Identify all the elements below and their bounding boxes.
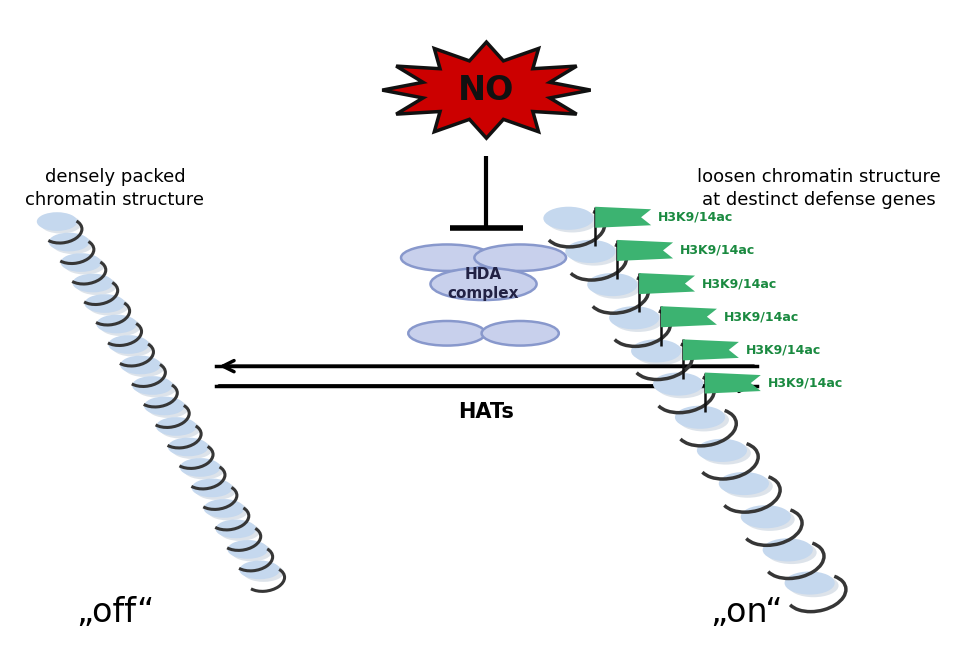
Ellipse shape bbox=[97, 315, 136, 333]
Polygon shape bbox=[661, 306, 717, 327]
Ellipse shape bbox=[204, 499, 244, 517]
Ellipse shape bbox=[231, 543, 272, 562]
Ellipse shape bbox=[401, 244, 492, 271]
Ellipse shape bbox=[179, 458, 220, 477]
Ellipse shape bbox=[168, 438, 209, 456]
Ellipse shape bbox=[172, 440, 213, 459]
Ellipse shape bbox=[72, 274, 113, 292]
Ellipse shape bbox=[701, 442, 751, 465]
Ellipse shape bbox=[196, 481, 236, 500]
Text: NO: NO bbox=[458, 74, 515, 107]
Ellipse shape bbox=[112, 338, 153, 356]
Text: H3K9/14ac: H3K9/14ac bbox=[658, 211, 733, 224]
Ellipse shape bbox=[762, 539, 813, 562]
Polygon shape bbox=[639, 273, 695, 294]
Ellipse shape bbox=[156, 417, 197, 436]
Polygon shape bbox=[705, 372, 760, 393]
Ellipse shape bbox=[482, 321, 559, 346]
Polygon shape bbox=[617, 240, 673, 261]
Ellipse shape bbox=[613, 309, 663, 332]
Text: H3K9/14ac: H3K9/14ac bbox=[702, 277, 777, 290]
Ellipse shape bbox=[766, 541, 817, 564]
Ellipse shape bbox=[108, 335, 149, 354]
Ellipse shape bbox=[675, 406, 725, 429]
Ellipse shape bbox=[160, 420, 201, 438]
Ellipse shape bbox=[219, 522, 260, 541]
Ellipse shape bbox=[124, 358, 165, 377]
Polygon shape bbox=[682, 339, 739, 360]
Ellipse shape bbox=[409, 321, 486, 346]
Polygon shape bbox=[382, 42, 591, 138]
Ellipse shape bbox=[37, 213, 77, 231]
Ellipse shape bbox=[133, 376, 173, 395]
Ellipse shape bbox=[741, 505, 791, 528]
Ellipse shape bbox=[120, 356, 161, 374]
Ellipse shape bbox=[89, 297, 129, 315]
Ellipse shape bbox=[587, 273, 638, 296]
Ellipse shape bbox=[697, 439, 747, 462]
Ellipse shape bbox=[49, 233, 90, 251]
Ellipse shape bbox=[719, 472, 769, 495]
Ellipse shape bbox=[789, 574, 838, 597]
Polygon shape bbox=[595, 207, 651, 228]
Ellipse shape bbox=[85, 294, 125, 313]
Ellipse shape bbox=[657, 375, 707, 398]
Text: densely packed
chromatin structure: densely packed chromatin structure bbox=[25, 168, 205, 209]
Ellipse shape bbox=[227, 540, 268, 559]
Text: „off“: „off“ bbox=[76, 596, 154, 629]
Ellipse shape bbox=[785, 572, 835, 595]
Ellipse shape bbox=[547, 209, 598, 232]
Text: H3K9/14ac: H3K9/14ac bbox=[767, 377, 842, 389]
Ellipse shape bbox=[653, 372, 703, 395]
Ellipse shape bbox=[722, 475, 773, 498]
Ellipse shape bbox=[631, 339, 682, 362]
Ellipse shape bbox=[208, 502, 248, 520]
Ellipse shape bbox=[591, 276, 642, 299]
Ellipse shape bbox=[136, 379, 176, 397]
Text: H3K9/14ac: H3K9/14ac bbox=[680, 244, 755, 257]
Ellipse shape bbox=[609, 306, 659, 329]
Text: H3K9/14ac: H3K9/14ac bbox=[723, 310, 799, 323]
Text: H3K9/14ac: H3K9/14ac bbox=[746, 343, 821, 356]
Ellipse shape bbox=[543, 207, 594, 230]
Text: loosen chromatin structure
at destinct defense genes: loosen chromatin structure at destinct d… bbox=[697, 168, 941, 209]
Ellipse shape bbox=[240, 560, 280, 579]
Ellipse shape bbox=[679, 409, 729, 432]
Ellipse shape bbox=[569, 242, 619, 265]
Ellipse shape bbox=[144, 397, 184, 415]
Ellipse shape bbox=[100, 317, 140, 336]
Ellipse shape bbox=[244, 563, 284, 582]
Ellipse shape bbox=[475, 244, 566, 271]
Ellipse shape bbox=[431, 268, 536, 300]
Ellipse shape bbox=[64, 256, 105, 275]
Ellipse shape bbox=[635, 342, 685, 365]
Ellipse shape bbox=[192, 478, 232, 497]
Ellipse shape bbox=[566, 240, 615, 263]
Ellipse shape bbox=[60, 253, 101, 272]
Text: „on“: „on“ bbox=[711, 596, 783, 629]
Ellipse shape bbox=[745, 508, 795, 531]
Text: HDA
complex: HDA complex bbox=[448, 267, 520, 301]
Ellipse shape bbox=[76, 277, 117, 295]
Ellipse shape bbox=[53, 236, 93, 254]
Ellipse shape bbox=[41, 215, 81, 234]
Ellipse shape bbox=[148, 399, 188, 418]
Ellipse shape bbox=[183, 461, 224, 479]
Text: HATs: HATs bbox=[458, 402, 515, 422]
Ellipse shape bbox=[215, 519, 256, 539]
